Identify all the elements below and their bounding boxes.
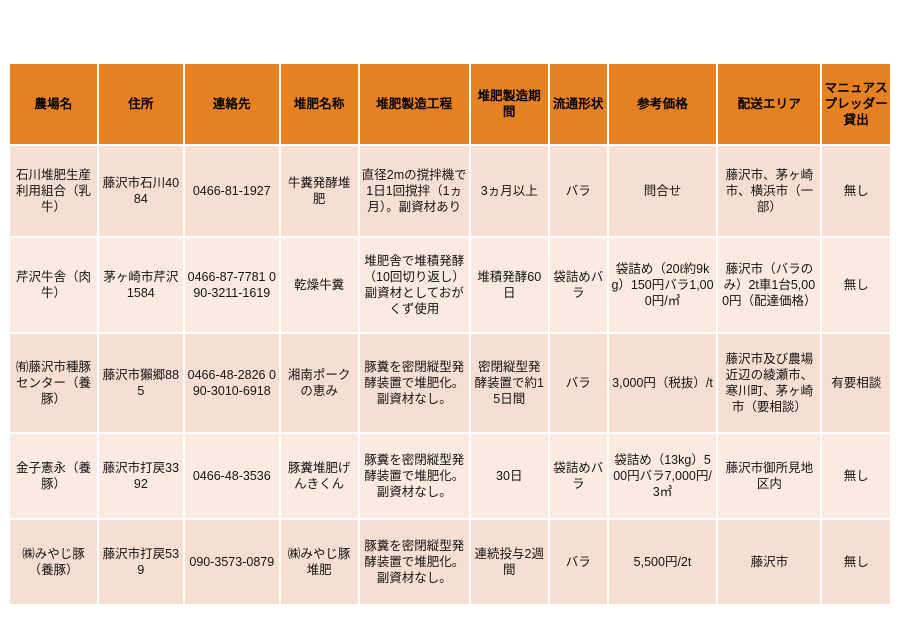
cell-compost-name: 牛糞発酵堆肥 xyxy=(280,146,358,236)
cell-form: バラ xyxy=(549,334,607,432)
cell-price: 袋詰め（13kg）500円バラ7,000円/3㎥ xyxy=(608,434,717,518)
table-body: 石川堆肥生産利用組合（乳牛） 藤沢市石川4084 0466-81-1927 牛糞… xyxy=(10,146,890,604)
cell-process: 堆肥舎で堆積発酵（10回切り返し）副資材としておがくず使用 xyxy=(359,238,469,332)
cell-period: 密閉縦型発酵装置で約15日間 xyxy=(470,334,548,432)
cell-delivery-area: 藤沢市 xyxy=(718,520,821,604)
cell-form: 袋詰めバラ xyxy=(549,434,607,518)
cell-contact: 0466-81-1927 xyxy=(184,146,279,236)
column-header-price: 参考価格 xyxy=(608,64,717,144)
cell-delivery-area: 藤沢市、茅ヶ崎市、横浜市（一部） xyxy=(718,146,821,236)
table-row: 芹沢牛舎（肉牛） 茅ヶ崎市芹沢1584 0466-87-7781 090-321… xyxy=(10,238,890,332)
cell-manure-spreader: 無し xyxy=(822,434,890,518)
table-row: ㈲藤沢市種豚センター（養豚） 藤沢市獺郷885 0466-48-2826 090… xyxy=(10,334,890,432)
cell-process: 直径2mの撹拌機で1日1回撹拌（1ヵ月）。副資材あり xyxy=(359,146,469,236)
cell-address: 藤沢市石川4084 xyxy=(98,146,183,236)
cell-process: 豚糞を密閉縦型発酵装置で堆肥化。副資材なし。 xyxy=(359,434,469,518)
compost-information-table: 農場名 住所 連絡先 堆肥名称 堆肥製造工程 堆肥製造期間 流通形状 参考価格 … xyxy=(8,62,892,606)
cell-address: 藤沢市打戻539 xyxy=(98,520,183,604)
column-header-address: 住所 xyxy=(98,64,183,144)
cell-contact: 0466-48-3536 xyxy=(184,434,279,518)
cell-farm-name: 石川堆肥生産利用組合（乳牛） xyxy=(10,146,97,236)
table-row: ㈱みやじ豚（養豚） 藤沢市打戻539 090-3573-0879 ㈱みやじ豚堆肥… xyxy=(10,520,890,604)
cell-price: 3,000円（税抜）/t xyxy=(608,334,717,432)
cell-period: 3ヵ月以上 xyxy=(470,146,548,236)
cell-manure-spreader: 無し xyxy=(822,146,890,236)
cell-manure-spreader: 無し xyxy=(822,238,890,332)
cell-manure-spreader: 有要相談 xyxy=(822,334,890,432)
header-row: 農場名 住所 連絡先 堆肥名称 堆肥製造工程 堆肥製造期間 流通形状 参考価格 … xyxy=(10,64,890,144)
cell-period: 30日 xyxy=(470,434,548,518)
cell-period: 堆積発酵60日 xyxy=(470,238,548,332)
cell-contact: 090-3573-0879 xyxy=(184,520,279,604)
cell-process: 豚糞を密閉縦型発酵装置で堆肥化。副資材なし。 xyxy=(359,520,469,604)
cell-delivery-area: 藤沢市（バラのみ）2t車1台5,000円（配達価格） xyxy=(718,238,821,332)
cell-form: 袋詰めバラ xyxy=(549,238,607,332)
column-header-process: 堆肥製造工程 xyxy=(359,64,469,144)
cell-farm-name: ㈱みやじ豚（養豚） xyxy=(10,520,97,604)
cell-farm-name: ㈲藤沢市種豚センター（養豚） xyxy=(10,334,97,432)
table-header: 農場名 住所 連絡先 堆肥名称 堆肥製造工程 堆肥製造期間 流通形状 参考価格 … xyxy=(10,64,890,144)
cell-address: 藤沢市獺郷885 xyxy=(98,334,183,432)
cell-form: バラ xyxy=(549,520,607,604)
cell-delivery-area: 藤沢市及び農場近辺の綾瀬市、寒川町、茅ヶ崎市（要相談） xyxy=(718,334,821,432)
column-header-period: 堆肥製造期間 xyxy=(470,64,548,144)
cell-contact: 0466-48-2826 090-3010-6918 xyxy=(184,334,279,432)
cell-compost-name: 湘南ポークの恵み xyxy=(280,334,358,432)
column-header-manure-spreader-lending: マニュアスプレッダー貸出 xyxy=(822,64,890,144)
cell-farm-name: 金子憲永（養豚） xyxy=(10,434,97,518)
cell-price: 袋詰め（20ℓ約9kg）150円バラ1,000円/㎥ xyxy=(608,238,717,332)
cell-process: 豚糞を密閉縦型発酵装置で堆肥化。副資材なし。 xyxy=(359,334,469,432)
cell-price: 5,500円/2t xyxy=(608,520,717,604)
cell-contact: 0466-87-7781 090-3211-1619 xyxy=(184,238,279,332)
table-row: 金子憲永（養豚） 藤沢市打戻3392 0466-48-3536 豚糞堆肥げんきく… xyxy=(10,434,890,518)
cell-period: 連続投与2週間 xyxy=(470,520,548,604)
cell-compost-name: ㈱みやじ豚堆肥 xyxy=(280,520,358,604)
cell-compost-name: 豚糞堆肥げんきくん xyxy=(280,434,358,518)
cell-manure-spreader: 無し xyxy=(822,520,890,604)
column-header-contact: 連絡先 xyxy=(184,64,279,144)
cell-delivery-area: 藤沢市御所見地区内 xyxy=(718,434,821,518)
cell-form: バラ xyxy=(549,146,607,236)
cell-address: 藤沢市打戻3392 xyxy=(98,434,183,518)
table-row: 石川堆肥生産利用組合（乳牛） 藤沢市石川4084 0466-81-1927 牛糞… xyxy=(10,146,890,236)
column-header-farm-name: 農場名 xyxy=(10,64,97,144)
cell-address: 茅ヶ崎市芹沢1584 xyxy=(98,238,183,332)
cell-compost-name: 乾燥牛糞 xyxy=(280,238,358,332)
column-header-delivery-area: 配送エリア xyxy=(718,64,821,144)
cell-price: 問合せ xyxy=(608,146,717,236)
column-header-form: 流通形状 xyxy=(549,64,607,144)
column-header-compost-name: 堆肥名称 xyxy=(280,64,358,144)
cell-farm-name: 芹沢牛舎（肉牛） xyxy=(10,238,97,332)
